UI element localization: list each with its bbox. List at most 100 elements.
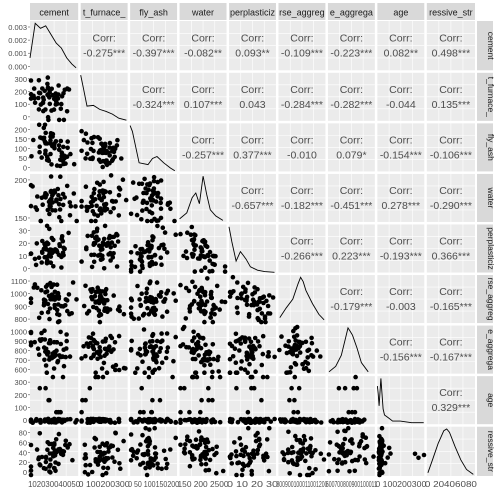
- scatter-point: [54, 340, 60, 345]
- scatter-point: [262, 314, 268, 319]
- scatter-point: [69, 311, 74, 316]
- scatter-point: [42, 357, 47, 363]
- scatter-point: [143, 186, 148, 191]
- scatter-point: [70, 280, 76, 285]
- scatter-point: [172, 218, 177, 224]
- scatter-point: [95, 285, 100, 291]
- scatter-point: [162, 230, 168, 235]
- scatter-point: [100, 256, 105, 262]
- corr-value: -0.275***: [83, 48, 125, 60]
- scatter-point: [58, 329, 63, 335]
- scatter-point: [291, 409, 297, 415]
- y-tick-label: 0: [23, 113, 27, 122]
- scatter-point: [40, 202, 45, 207]
- scatter-point: [140, 200, 146, 205]
- scatter-point: [43, 298, 48, 303]
- corr-label: Corr:: [439, 33, 462, 45]
- scatter-point: [32, 339, 37, 345]
- scatter-point: [52, 453, 58, 458]
- scatter-point: [83, 462, 88, 468]
- scatter-point: [50, 374, 56, 380]
- scatter-point: [249, 353, 255, 359]
- scatter-point: [61, 347, 66, 353]
- scatter-point: [134, 456, 139, 461]
- panel-r5-c0: [28, 275, 79, 325]
- scatter-point: [199, 285, 204, 291]
- scatter-point: [358, 438, 364, 444]
- corr-value: 0.498***: [432, 48, 471, 60]
- scatter-point: [248, 420, 254, 426]
- scatter-point: [91, 346, 97, 352]
- scatter-point: [140, 432, 145, 438]
- scatter-point: [135, 283, 140, 289]
- scatter-point: [61, 417, 67, 423]
- scatter-point: [163, 355, 169, 361]
- scatter-point: [34, 241, 40, 246]
- scatter-point: [203, 243, 209, 249]
- scatter-point: [286, 459, 291, 465]
- scatter-point: [309, 340, 315, 346]
- scatter-point: [191, 298, 197, 304]
- scatter-point: [379, 462, 384, 468]
- scatter-point: [245, 462, 251, 468]
- panel-r2-c3: Corr: -0.257***: [179, 123, 227, 172]
- corr-label: Corr:: [340, 134, 363, 146]
- panel-r6-c7: Corr: -0.156***: [377, 325, 425, 374]
- scatter-point: [261, 294, 267, 300]
- scatter-point: [184, 255, 190, 261]
- corr-value: -0.257***: [182, 149, 224, 161]
- scatter-point: [256, 299, 262, 304]
- scatter-point: [222, 299, 228, 305]
- scatter-point: [238, 442, 244, 448]
- scatter-point: [216, 369, 221, 374]
- scatter-point: [143, 341, 148, 346]
- scatter-point: [48, 174, 54, 179]
- scatter-point: [208, 315, 213, 320]
- strip-right-5: [477, 275, 493, 324]
- scatter-point: [138, 303, 143, 309]
- scatter-point: [309, 453, 314, 459]
- scatter-point: [123, 197, 129, 203]
- scatter-point: [102, 223, 108, 229]
- scatter-point: [181, 450, 187, 455]
- panel-r8-c6: [326, 425, 376, 476]
- scatter-point: [238, 452, 243, 458]
- scatter-point: [88, 340, 93, 346]
- scatter-point: [346, 409, 352, 415]
- scatter-point: [99, 366, 105, 371]
- scatter-point: [181, 253, 186, 259]
- scatter-point: [35, 285, 40, 291]
- scatter-point: [92, 186, 97, 192]
- scatter-point: [245, 280, 251, 286]
- scatter-point: [234, 370, 240, 376]
- scatter-point: [285, 450, 291, 456]
- scatter-point: [101, 236, 107, 242]
- scatter-point: [45, 440, 50, 445]
- density-curve: [29, 22, 77, 69]
- scatter-point: [29, 154, 34, 159]
- scatter-point: [294, 462, 300, 468]
- scatter-point: [305, 417, 310, 422]
- scatter-point: [61, 245, 66, 251]
- scatter-point: [45, 81, 50, 87]
- scatter-point: [239, 359, 244, 364]
- scatter-point: [197, 335, 203, 340]
- scatter-point: [104, 158, 109, 163]
- corr-value: -0.397***: [133, 48, 175, 60]
- corr-value: 0.093**: [235, 48, 269, 60]
- scatter-point: [61, 304, 66, 309]
- corr-label: Corr:: [439, 185, 462, 197]
- scatter-point: [97, 182, 103, 187]
- scatter-point: [92, 445, 97, 450]
- scatter-point: [336, 457, 342, 462]
- strip-top-label-3: water: [191, 8, 214, 18]
- scatter-point: [135, 251, 140, 256]
- scatter-point: [202, 319, 207, 325]
- corr-value: -0.223***: [330, 48, 372, 60]
- scatter-point: [92, 293, 98, 299]
- corr-value: 0.135***: [432, 99, 471, 111]
- scatter-point: [152, 253, 158, 258]
- scatter-point: [84, 341, 90, 346]
- scatter-point: [227, 289, 233, 295]
- scatter-point: [201, 254, 206, 259]
